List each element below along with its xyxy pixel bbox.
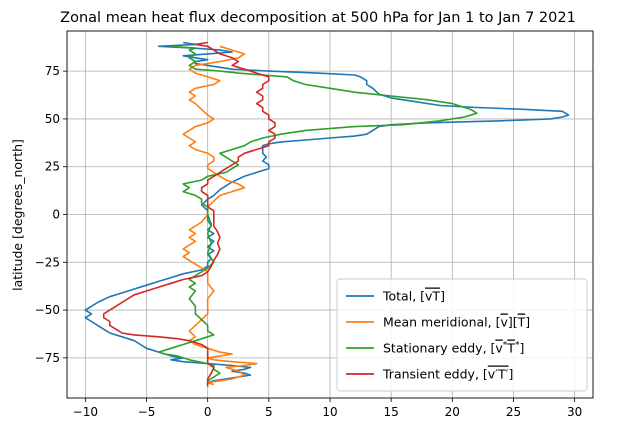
y-axis: −75 −50 −25 0 25 50 75: [35, 64, 67, 365]
y-tick-label: 75: [45, 64, 60, 78]
legend-label-transient-eddy: Transient eddy, [v′T′]: [382, 367, 513, 382]
x-axis: −10 −5 0 5 10 15 20 25 30: [73, 398, 582, 419]
y-tick-label: 0: [52, 208, 60, 222]
series-line-stationary-eddy: [157, 45, 478, 385]
x-tick-label: −10: [73, 405, 98, 419]
series-layer: [84, 41, 570, 387]
x-tick-label: −5: [138, 405, 156, 419]
series-line-transient-eddy: [102, 41, 276, 387]
x-tick-label: 20: [445, 405, 460, 419]
y-tick-label: −25: [35, 255, 60, 269]
x-tick-label: 5: [265, 405, 273, 419]
legend-label-mean-meridional: Mean meridional, [v][T]: [383, 315, 530, 330]
x-tick-label: 0: [204, 405, 212, 419]
legend: Total, [vT] Mean meridional, [v][T] Statio…: [336, 278, 588, 392]
y-tick-label: −75: [35, 351, 60, 365]
x-tick-label: 15: [384, 405, 399, 419]
series-line-mean-meridional: [182, 45, 258, 386]
grid: [67, 31, 593, 398]
y-tick-label: −50: [35, 303, 60, 317]
series-line-total: [84, 41, 570, 387]
y-tick-label: 25: [45, 160, 60, 174]
y-axis-label: latitude [degrees_north]: [10, 139, 25, 291]
legend-box: [336, 278, 588, 392]
x-tick-label: 25: [506, 405, 521, 419]
y-tick-label: 50: [45, 112, 60, 126]
legend-label-stationary-eddy: Stationary eddy, [v*T*]: [383, 341, 524, 356]
chart-title: Zonal mean heat flux decomposition at 50…: [60, 10, 576, 26]
legend-label-total: Total, [vT]: [382, 289, 445, 304]
x-tick-label: 10: [322, 405, 337, 419]
x-tick-label: 30: [567, 405, 582, 419]
